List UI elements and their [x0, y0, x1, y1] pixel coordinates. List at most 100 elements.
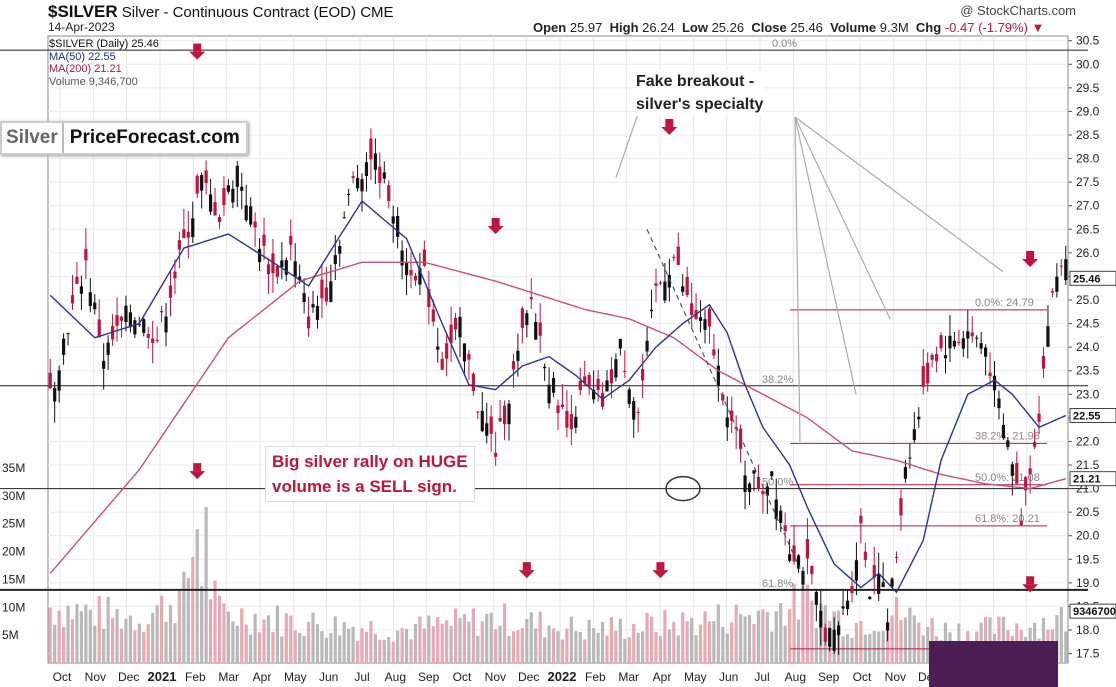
- volume-bar: [547, 625, 551, 663]
- candle-body: [863, 551, 867, 560]
- candle-body: [997, 398, 1001, 409]
- volume-bar: [128, 615, 133, 663]
- high-value: 26.24: [642, 20, 675, 35]
- low-value: 25.26: [711, 20, 745, 35]
- candle-body: [845, 600, 850, 610]
- x-tick-label: Apr: [253, 670, 272, 684]
- chg-value: -0.47 (-1.79%): [944, 20, 1028, 35]
- volume-bar: [997, 616, 1001, 663]
- last-price-label: 9346700: [1073, 606, 1116, 618]
- y-tick-label: 19.5: [1076, 552, 1100, 566]
- volume-bar: [110, 618, 115, 663]
- candle-body: [868, 596, 872, 600]
- candle-body: [783, 525, 787, 532]
- candle-body: [1050, 291, 1055, 293]
- x-tick-label: 2021: [148, 669, 177, 684]
- volume-bar: [814, 628, 818, 663]
- logo: Silver PriceForecast.com: [0, 121, 248, 155]
- volume-bar: [431, 626, 435, 663]
- volume-bar: [796, 619, 801, 663]
- candle-body: [1006, 440, 1010, 448]
- volume-bar: [560, 639, 565, 663]
- volume-bar: [320, 631, 324, 663]
- volume-tick-label: 25M: [2, 517, 25, 531]
- volume-bar: [529, 612, 533, 663]
- volume-bar: [694, 634, 698, 663]
- candle-body: [1024, 477, 1028, 491]
- candle-body: [271, 253, 275, 274]
- chart-date: 14-Apr-2023: [48, 20, 115, 34]
- candle-body: [106, 342, 110, 355]
- volume-bar: [632, 623, 636, 663]
- candle-body: [712, 349, 716, 356]
- candle-body: [360, 179, 364, 192]
- symbol: $SILVER: [48, 2, 118, 21]
- volume-bar: [596, 632, 600, 663]
- volume-bar: [284, 613, 288, 663]
- candle-body: [881, 582, 885, 588]
- candle-body: [480, 410, 484, 432]
- volume-bar: [983, 617, 988, 663]
- candle-body: [177, 240, 181, 250]
- candle-body: [413, 275, 418, 281]
- last-price-label: 25.46: [1073, 273, 1101, 285]
- down-arrow-icon: [1022, 584, 1039, 593]
- contract-name: Silver - Continuous Contract (EOD): [121, 4, 357, 21]
- volume-bar: [262, 619, 266, 663]
- volume-bar: [476, 635, 480, 663]
- candle-body: [1064, 259, 1068, 281]
- volume-bar: [351, 626, 355, 663]
- volume-bar: [369, 621, 373, 663]
- volume-bar: [649, 616, 654, 663]
- y-tick-label: 17.5: [1076, 647, 1100, 661]
- candle-body: [97, 319, 101, 338]
- last-price-box: [1069, 408, 1116, 423]
- candle-body: [320, 279, 324, 299]
- volume-bar: [208, 599, 213, 663]
- candle-body: [805, 539, 810, 559]
- pointer-line: [615, 107, 641, 178]
- volume-bar: [739, 614, 743, 663]
- candle-body: [128, 312, 133, 328]
- fib-label: 50.0%: [762, 477, 793, 489]
- volume-bar: [387, 637, 391, 663]
- volume-bar: [119, 628, 124, 663]
- volume-bar: [1064, 631, 1068, 663]
- volume-bar: [908, 607, 912, 663]
- fib-label: 0.0%: [772, 38, 797, 50]
- volume-bar: [516, 630, 520, 663]
- volume-bar: [1041, 617, 1046, 663]
- candle-body: [213, 202, 217, 216]
- candle-body: [329, 281, 333, 302]
- volume-bar: [690, 618, 694, 663]
- big-rally-line2: volume is a SELL sign.: [272, 477, 457, 496]
- candle-body: [850, 585, 854, 594]
- y-tick-label: 26.5: [1076, 222, 1100, 236]
- volume-bar: [70, 619, 75, 663]
- volume-bar: [373, 634, 377, 663]
- volume-bar: [75, 603, 79, 663]
- volume-bar: [485, 613, 489, 663]
- candle-body: [970, 332, 974, 337]
- volume-bar: [698, 624, 703, 663]
- pointer-line: [794, 116, 801, 442]
- big-rally-line1: Big silver rally on HUGE: [272, 452, 468, 471]
- fib-label: 61.8%: 20.21: [975, 513, 1040, 525]
- candle-body: [698, 317, 703, 321]
- candle-body: [756, 477, 761, 489]
- volume-bar: [257, 632, 262, 663]
- candle-body: [841, 606, 845, 609]
- candle-body: [119, 316, 124, 321]
- candle-body: [752, 470, 756, 474]
- last-price-box: [1069, 270, 1116, 286]
- candle-body: [703, 319, 707, 330]
- fib-label: 38.2%: [762, 374, 793, 386]
- candle-body: [983, 347, 988, 357]
- x-tick-label: Mar: [618, 670, 639, 684]
- candle-body: [774, 499, 778, 520]
- fib-label: 0.0%: 24.79: [975, 297, 1034, 309]
- volume-bar: [774, 611, 778, 663]
- candle-body: [364, 162, 369, 177]
- volume-bar: [306, 621, 311, 663]
- volume-bar: [266, 615, 271, 663]
